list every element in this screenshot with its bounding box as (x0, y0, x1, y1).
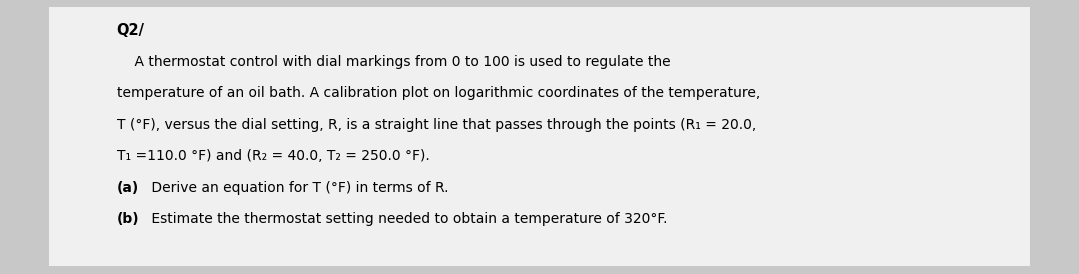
Text: temperature of an oil bath. A calibration plot on logarithmic coordinates of the: temperature of an oil bath. A calibratio… (117, 86, 760, 100)
Text: T₁ =110.0 °F) and (R₂ = 40.0, T₂ = 250.0 °F).: T₁ =110.0 °F) and (R₂ = 40.0, T₂ = 250.0… (117, 149, 429, 163)
Text: Estimate the thermostat setting needed to obtain a temperature of 320°F.: Estimate the thermostat setting needed t… (147, 212, 667, 226)
Text: T (°F), versus the dial setting, R, is a straight line that passes through the p: T (°F), versus the dial setting, R, is a… (117, 118, 755, 132)
Text: Derive an equation for T (°F) in terms of R.: Derive an equation for T (°F) in terms o… (147, 181, 448, 195)
Text: A thermostat control with dial markings from 0 to 100 is used to regulate the: A thermostat control with dial markings … (117, 55, 670, 69)
Text: (b): (b) (117, 212, 139, 226)
Text: (a): (a) (117, 181, 139, 195)
Text: Q2/: Q2/ (117, 23, 145, 38)
